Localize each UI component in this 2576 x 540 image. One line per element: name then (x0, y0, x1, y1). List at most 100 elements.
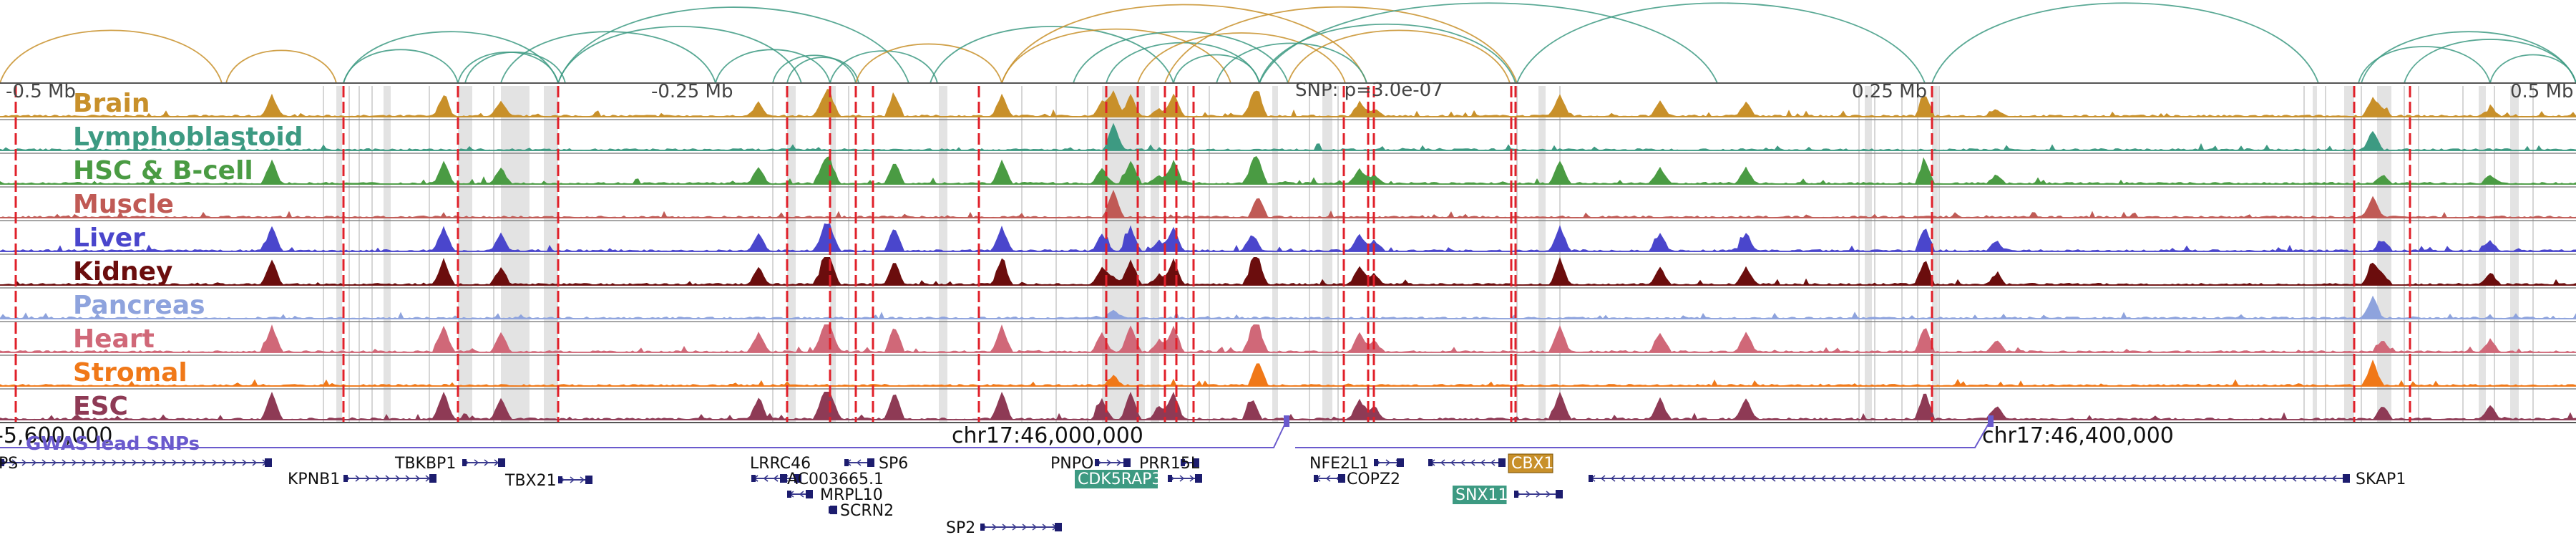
gene-tbx21: TBX21 (504, 472, 592, 490)
track-pancreas (0, 295, 2576, 322)
gene-annotation-track: PS KPNB1 TBKBP1 TBX21 LRRC46 SP6AC003665.1MRP… (0, 453, 2406, 537)
coord-mid-label: chr17:46,000,000 (952, 423, 1143, 448)
interaction-arc (829, 50, 938, 84)
gene-tbkbp1: TBKBP1 (394, 455, 505, 473)
interaction-arc (2489, 54, 2576, 84)
interaction-arc (1073, 31, 1289, 84)
tissue-label: Stromal (73, 358, 187, 387)
snp-pvalue-label: SNP: p=3.0e-07 (1295, 79, 1443, 101)
gene-label: AC003665.1 (787, 471, 884, 488)
interaction-arc (715, 49, 831, 84)
interaction-arc (557, 6, 909, 84)
scale-mid-right-label: 0.25 Mb (1852, 81, 1927, 102)
interaction-arc (1259, 24, 1516, 84)
tissue-labels: Brain Lymphoblastoid HSC & B-cell Muscle Liv… (73, 89, 303, 421)
gene-label: NFE2L1 (1309, 455, 1369, 473)
gene-scrn2: SCRN2 (829, 502, 894, 520)
interaction-arc (0, 29, 223, 84)
signal-path (0, 392, 2576, 420)
scale-left-label: -0.5 Mb (6, 81, 76, 102)
interaction-arcs (0, 2, 2576, 84)
gene-label: SP2 (946, 519, 975, 537)
interaction-arc (1216, 42, 1367, 84)
gene-label: PRR15L (1139, 455, 1200, 473)
interaction-arc (1137, 32, 1346, 84)
gwas-connector (1295, 417, 1993, 448)
snp-marker-lines (14, 86, 2411, 423)
gene-label: KPNB1 (288, 471, 340, 488)
interaction-arc (1173, 54, 1260, 84)
gene-label: LRRC46 (750, 455, 811, 473)
gene-highlight-box (1453, 486, 1507, 504)
gene-label: TBKBP1 (394, 455, 456, 473)
gwas-track: GWAS lead SNPs (0, 415, 1994, 455)
gene-label: PS (0, 455, 18, 473)
gene-nfe2l1: NFE2L1 (1309, 455, 1404, 473)
interaction-arc (772, 54, 857, 84)
tissue-label: Muscle (73, 190, 174, 219)
coord-right-label: chr17:46,400,000 (1982, 423, 2174, 448)
gene-ps: PS (0, 455, 272, 473)
tissue-label: Heart (73, 324, 155, 354)
tissue-label: Brain (73, 89, 150, 118)
track-hsc-b-cell (0, 156, 2576, 188)
interaction-arc (2404, 39, 2576, 84)
gwas-connector (0, 417, 1289, 448)
interaction-arc (2358, 46, 2491, 84)
gene-label: CDK5RAP3 (1078, 471, 1161, 488)
interaction-arc (1164, 6, 1518, 84)
scale-bar: -0.5 Mb -0.25 Mb SNP: p=3.0e-07 0.25 Mb … (6, 79, 2574, 102)
gene-cbx1: CBX1 (1428, 453, 1554, 473)
gwas-snp-marker (1988, 415, 1994, 427)
gene-label: COPZ2 (1347, 471, 1400, 488)
gene-label: SCRN2 (840, 502, 894, 520)
coordinate-axis: -5,600,000 chr17:46,000,000 chr17:46,400… (0, 422, 2576, 448)
track-muscle (0, 190, 2576, 221)
coord-left-label: -5,600,000 (0, 423, 113, 448)
gene-cdk5rap3: CDK5RAP3 (1075, 470, 1202, 488)
gene-highlight-box (1075, 470, 1158, 488)
scale-right-label: 0.5 Mb (2510, 81, 2574, 102)
gene-pnpo: PNPO (1050, 455, 1131, 473)
interaction-arc (1106, 42, 1260, 84)
interaction-arc (343, 49, 459, 84)
gene-label: CBX1 (1511, 455, 1554, 473)
interaction-arc (855, 43, 1002, 84)
interaction-arc (1001, 4, 1367, 84)
interaction-arc (1001, 28, 1231, 84)
tissue-label: Lymphoblastoid (73, 122, 303, 152)
gwas-snp-marker (1284, 415, 1289, 427)
gene-skap1: SKAP1 (1589, 471, 2406, 488)
gene-sp2: SP2 (946, 519, 1062, 537)
gene-kpnb1: KPNB1 (288, 471, 436, 488)
interaction-arc (464, 52, 566, 84)
track-stromal (0, 360, 2576, 390)
tissue-label: Kidney (73, 257, 173, 286)
interaction-arc (786, 57, 859, 84)
gene-sp6: SP6 (844, 455, 908, 473)
gene-ac003665-1: AC003665.1 (751, 471, 884, 488)
gene-label: SP6 (879, 455, 908, 473)
gene-copz2: COPZ2 (1314, 471, 1400, 488)
interaction-arc (557, 26, 802, 84)
gene-prr15l: PRR15L (1139, 455, 1200, 473)
gene-snx11: SNX11 (1453, 486, 1563, 504)
gene-mrpl10: MRPL10 (787, 486, 883, 504)
interaction-arc (1516, 2, 1926, 84)
interaction-arc (1259, 2, 1718, 84)
tissue-label: ESC (73, 392, 128, 421)
tissue-label: Liver (73, 223, 145, 253)
gene-label: SNX11 (1455, 486, 1508, 504)
interaction-arc (1931, 2, 2319, 84)
gene-label: MRPL10 (820, 486, 883, 504)
gene-highlight-box (1508, 453, 1553, 473)
scale-mid-left-label: -0.25 Mb (651, 81, 733, 102)
tissue-label: Pancreas (73, 291, 205, 320)
gwas-label: GWAS lead SNPs (26, 433, 200, 455)
gene-label: TBX21 (504, 472, 557, 490)
tissue-label: HSC & B-cell (73, 156, 253, 185)
gene-label: PNPO (1050, 455, 1093, 473)
interaction-arc (930, 26, 1174, 84)
